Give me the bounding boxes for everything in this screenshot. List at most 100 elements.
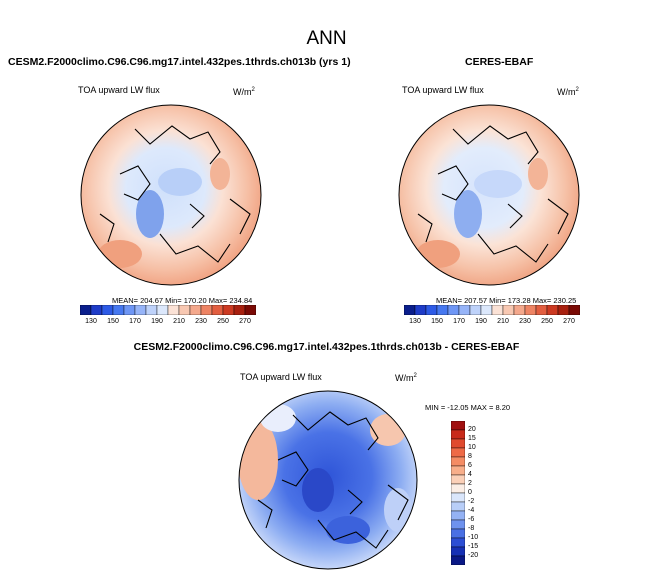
colorbar-tick-label: 130 (409, 318, 421, 325)
obs-colorbar (404, 305, 580, 315)
colorbar-swatch (451, 528, 465, 539)
colorbar-swatch (134, 305, 147, 315)
colorbar-swatch (112, 305, 125, 315)
coastlines (417, 125, 569, 263)
colorbar-swatch (244, 305, 256, 315)
colorbar-swatch (189, 305, 202, 315)
colorbar-swatch (178, 305, 191, 315)
colorbar-tick-label: 270 (563, 318, 575, 325)
colorbar-swatch (167, 305, 180, 315)
colorbar-swatch (425, 305, 438, 315)
colorbar-swatch (491, 305, 504, 315)
diff-polar-map (238, 390, 418, 570)
colorbar-tick-label: 170 (453, 318, 465, 325)
colorbar-swatch (414, 305, 427, 315)
model-variable-label: TOA upward LW flux (78, 85, 160, 95)
colorbar-swatch (451, 546, 465, 557)
colorbar-swatch (451, 474, 465, 485)
diff-variable-label: TOA upward LW flux (240, 372, 322, 382)
colorbar-swatch (156, 305, 169, 315)
colorbar-swatch (101, 305, 114, 315)
model-panel-header: CESM2.F2000climo.C96.C96.mg17.intel.432p… (8, 56, 351, 68)
colorbar-tick-label: 15 (468, 435, 476, 442)
model-polar-map (80, 104, 262, 286)
diff-units-label: W/m2 (395, 373, 417, 383)
colorbar-tick-label: 210 (497, 318, 509, 325)
colorbar-tick-label: 190 (475, 318, 487, 325)
colorbar-swatch (145, 305, 158, 315)
obs-stats: MEAN= 207.57 Min= 173.28 Max= 230.25 (436, 296, 577, 305)
colorbar-swatch (451, 438, 465, 449)
colorbar-tick-label: 250 (541, 318, 553, 325)
colorbar-tick-label: 6 (468, 462, 472, 469)
diff-colorbar-labels: 20 15 10 8 6 4 2 0 -2 -4 -6 -8 -10 -15 -20 (468, 421, 498, 565)
colorbar-swatch (451, 555, 465, 565)
colorbar-swatch (502, 305, 515, 315)
colorbar-tick-label: 2 (468, 480, 472, 487)
coastlines (99, 125, 251, 263)
colorbar-swatch (90, 305, 103, 315)
diff-stats: MIN = -12.05 MAX = 8.20 (425, 403, 511, 412)
colorbar-tick-label: 210 (173, 318, 185, 325)
obs-polar-map (398, 104, 580, 286)
colorbar-tick-label: 130 (85, 318, 97, 325)
colorbar-swatch (451, 537, 465, 548)
colorbar-swatch (524, 305, 537, 315)
colorbar-swatch (469, 305, 482, 315)
diff-colorbar (451, 421, 465, 565)
colorbar-swatch (451, 465, 465, 476)
colorbar-swatch (123, 305, 136, 315)
colorbar-swatch (451, 421, 465, 431)
colorbar-swatch (451, 483, 465, 494)
colorbar-swatch (451, 510, 465, 521)
coastlines (257, 411, 409, 549)
obs-panel-header: CERES-EBAF (465, 56, 534, 68)
colorbar-swatch (535, 305, 548, 315)
obs-units-label: W/m2 (557, 87, 579, 97)
colorbar-tick-label: -2 (468, 498, 475, 505)
colorbar-tick-label: 150 (107, 318, 119, 325)
colorbar-tick-label: 250 (217, 318, 229, 325)
colorbar-tick-label: 150 (431, 318, 443, 325)
colorbar-tick-label: -15 (468, 543, 479, 550)
colorbar-tick-label: 0 (468, 489, 472, 496)
colorbar-swatch (404, 305, 416, 315)
colorbar-swatch (546, 305, 559, 315)
colorbar-swatch (436, 305, 449, 315)
colorbar-swatch (447, 305, 460, 315)
colorbar-swatch (451, 519, 465, 530)
colorbar-tick-label: -20 (468, 552, 479, 559)
colorbar-swatch (451, 501, 465, 512)
colorbar-tick-label: 20 (468, 426, 476, 433)
colorbar-swatch (211, 305, 224, 315)
figure-title: ANN (306, 28, 347, 49)
colorbar-swatch (568, 305, 580, 315)
colorbar-tick-label: 190 (151, 318, 163, 325)
colorbar-tick-label: -10 (468, 534, 479, 541)
colorbar-swatch (222, 305, 235, 315)
colorbar-swatch (458, 305, 471, 315)
colorbar-swatch (80, 305, 92, 315)
colorbar-tick-label: 10 (468, 444, 476, 451)
model-colorbar (80, 305, 256, 315)
colorbar-tick-label: 270 (239, 318, 251, 325)
colorbar-swatch (451, 429, 465, 440)
colorbar-tick-label: 170 (129, 318, 141, 325)
colorbar-swatch (513, 305, 526, 315)
colorbar-swatch (200, 305, 213, 315)
colorbar-tick-label: 8 (468, 453, 472, 460)
diff-panel-header: CESM2.F2000climo.C96.C96.mg17.intel.432p… (133, 341, 520, 353)
colorbar-tick-label: -4 (468, 507, 475, 514)
colorbar-swatch (557, 305, 570, 315)
colorbar-swatch (233, 305, 246, 315)
colorbar-swatch (451, 447, 465, 458)
colorbar-tick-label: 230 (519, 318, 531, 325)
colorbar-swatch (451, 456, 465, 467)
model-units-label: W/m2 (233, 87, 255, 97)
model-stats: MEAN= 204.67 Min= 170.20 Max= 234.84 (112, 296, 253, 305)
colorbar-tick-label: 4 (468, 471, 472, 478)
greenland-region (136, 190, 164, 238)
obs-colorbar-labels: 130 150 170 190 210 230 250 270 (404, 318, 580, 328)
model-colorbar-labels: 130 150 170 190 210 230 250 270 (80, 318, 256, 328)
colorbar-swatch (480, 305, 493, 315)
